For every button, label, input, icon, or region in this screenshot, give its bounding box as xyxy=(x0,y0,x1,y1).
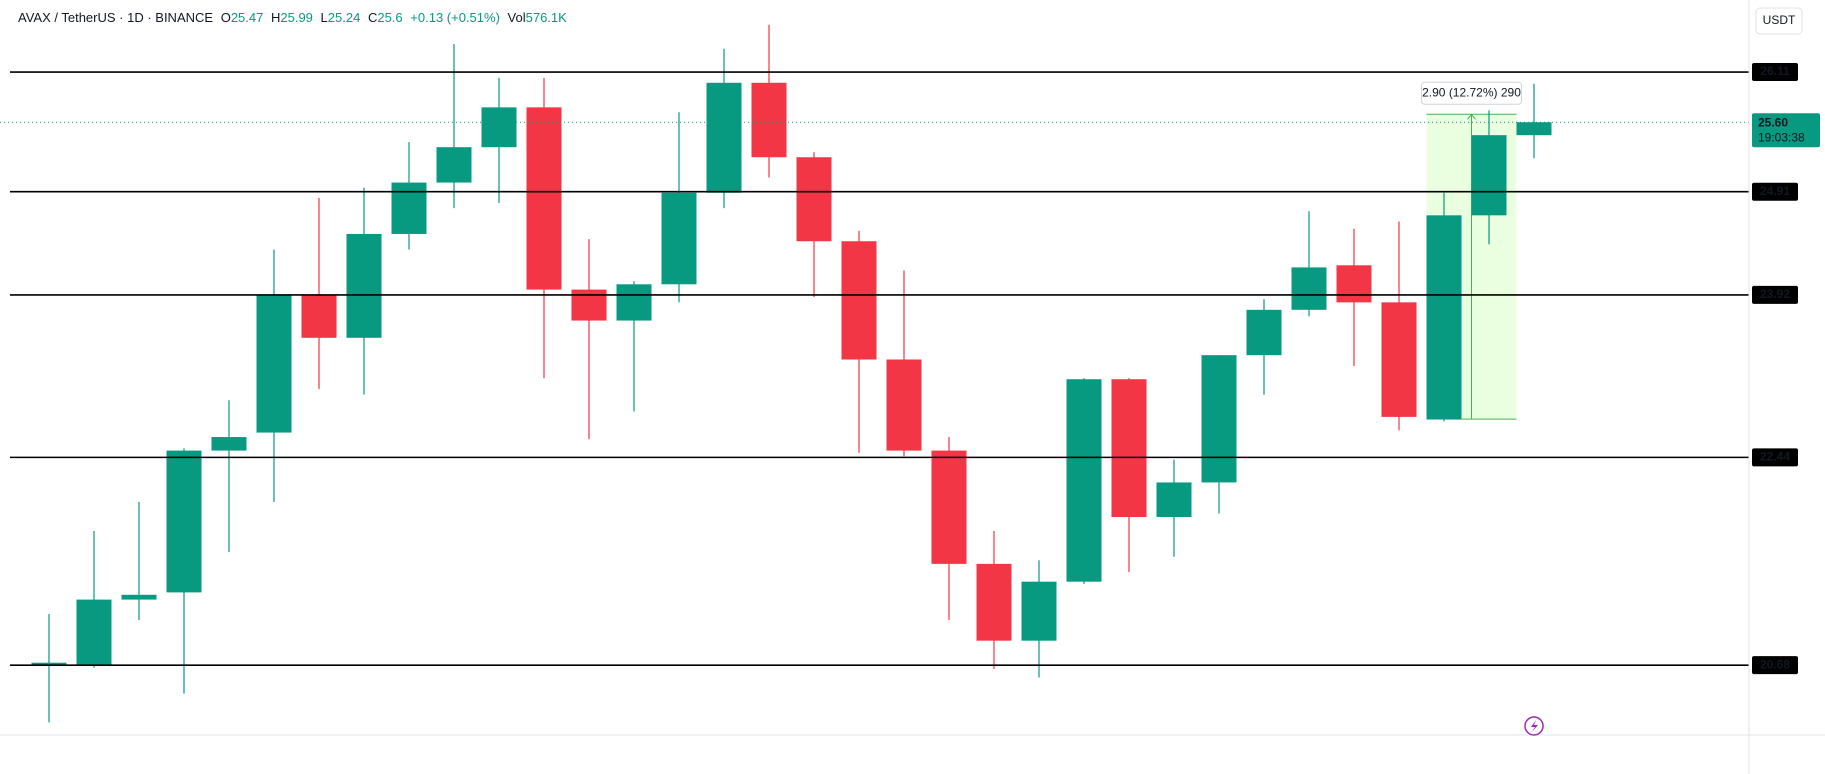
candle-body xyxy=(1291,267,1327,310)
candle-body xyxy=(526,107,562,290)
candle-body xyxy=(751,82,787,158)
level-label: 20.68 xyxy=(1760,657,1790,671)
c: 25.6 xyxy=(377,10,402,25)
candle-body xyxy=(1426,215,1462,420)
candle-body xyxy=(886,359,922,451)
last-price-badge xyxy=(1752,113,1820,148)
l-label: L xyxy=(321,10,328,25)
candle-body xyxy=(391,182,427,234)
candle-body xyxy=(76,599,112,666)
candle-body xyxy=(661,192,697,285)
candle-body xyxy=(301,294,337,338)
level-badge xyxy=(1752,656,1798,675)
level-label: 22.44 xyxy=(1760,450,1790,464)
candle-body xyxy=(706,82,742,193)
candle-body xyxy=(1471,135,1507,216)
candle-body xyxy=(211,437,247,451)
measure-arrowhead xyxy=(1467,113,1476,120)
candle-body xyxy=(436,147,472,183)
candle-body xyxy=(1201,355,1237,483)
change: +0.13 (+0.51%) xyxy=(410,10,500,25)
candle-body xyxy=(616,284,652,321)
candle-body xyxy=(1246,309,1282,356)
candle-body xyxy=(31,662,67,666)
measure-label: 2.90 (12.72%) 290 xyxy=(1422,85,1521,99)
candle-body xyxy=(1156,482,1192,518)
candle-body xyxy=(931,450,967,564)
symbol: AVAX / TetherUS · 1D · BINANCE xyxy=(18,10,213,25)
level-badge xyxy=(1752,182,1798,201)
candle-body xyxy=(256,294,292,433)
h-label: H xyxy=(271,10,280,25)
countdown: 19:03:38 xyxy=(1758,130,1805,144)
level-badge xyxy=(1752,448,1798,467)
candle-body xyxy=(1111,379,1147,518)
plot: 2.90 (12.72%) 290 xyxy=(0,24,1749,723)
candle-body xyxy=(121,594,157,600)
currency[interactable]: USDT xyxy=(1763,13,1796,27)
vol-label: Vol xyxy=(508,10,526,25)
currency-box[interactable] xyxy=(1755,7,1803,35)
o: 25.47 xyxy=(231,10,264,25)
l: 25.24 xyxy=(328,10,361,25)
level-badge xyxy=(1752,285,1798,304)
h: 25.99 xyxy=(280,10,313,25)
candle-body xyxy=(976,563,1012,641)
last-price-label: 25.60 xyxy=(1758,115,1788,129)
candle-body xyxy=(481,107,517,148)
vol: 576.1K xyxy=(526,10,568,25)
candle-body xyxy=(796,157,832,242)
candle-body xyxy=(1381,302,1417,417)
candle-body xyxy=(1021,581,1057,641)
measure-label-box xyxy=(1421,81,1522,105)
alert-icon[interactable] xyxy=(1524,716,1544,736)
candle-body xyxy=(346,233,382,338)
candle-body xyxy=(1336,265,1372,303)
c-label: C xyxy=(368,10,377,25)
level-badge xyxy=(1752,63,1798,82)
candle-body xyxy=(841,241,877,360)
header: AVAX / TetherUS · 1D · BINANCE O25.47 H2… xyxy=(18,10,567,25)
level-label: 23.92 xyxy=(1760,287,1790,301)
candle-body xyxy=(166,450,202,593)
level-label: 24.91 xyxy=(1760,184,1790,198)
candle-body xyxy=(1516,122,1552,136)
level-label: 26.11 xyxy=(1760,64,1790,78)
candle-body xyxy=(1066,379,1102,582)
o-label: O xyxy=(221,10,231,25)
